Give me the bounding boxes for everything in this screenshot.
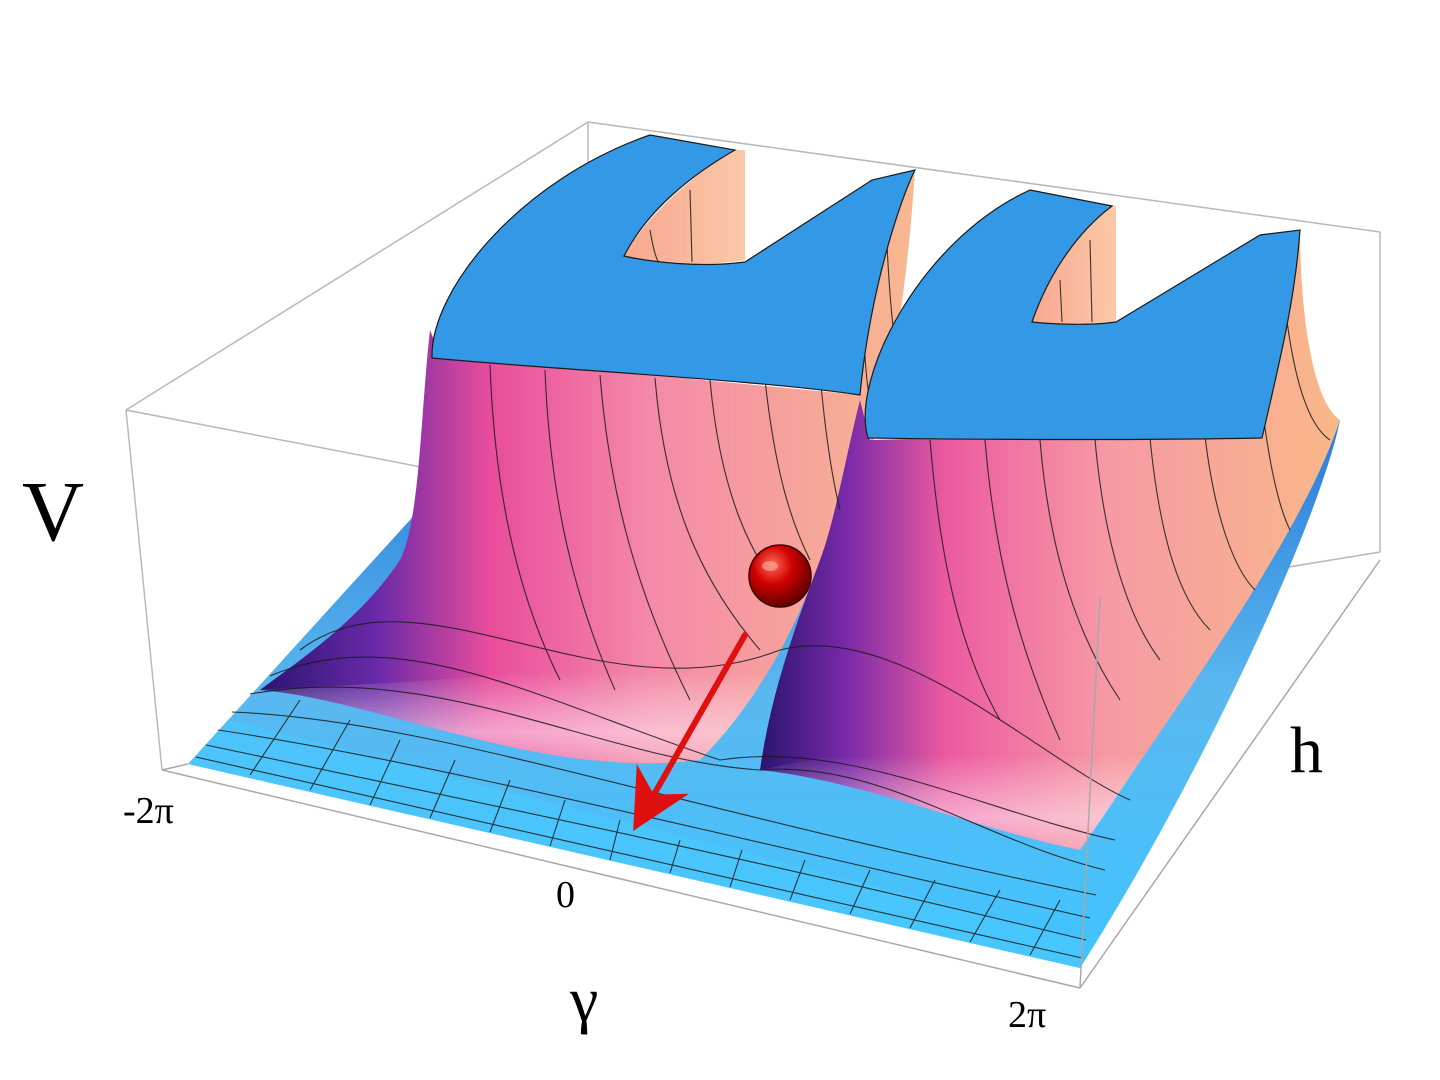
ball-marker (748, 544, 812, 608)
axis-label-gamma: γ (570, 964, 599, 1035)
ridge-top-caps (431, 134, 1301, 441)
descent-arrow (633, 632, 748, 832)
ball-highlight (762, 561, 778, 571)
bounding-box-front (161, 559, 1381, 989)
gamma-tick-zero: 0 (556, 874, 575, 916)
axis-label-v: V (22, 463, 85, 559)
gamma-tick-minus-2pi: -2π (123, 790, 174, 832)
gamma-tick-2pi: 2π (1008, 994, 1047, 1036)
ridge-left (260, 150, 915, 764)
axis-label-h: h (1290, 714, 1323, 787)
ridge-right (760, 206, 1340, 850)
